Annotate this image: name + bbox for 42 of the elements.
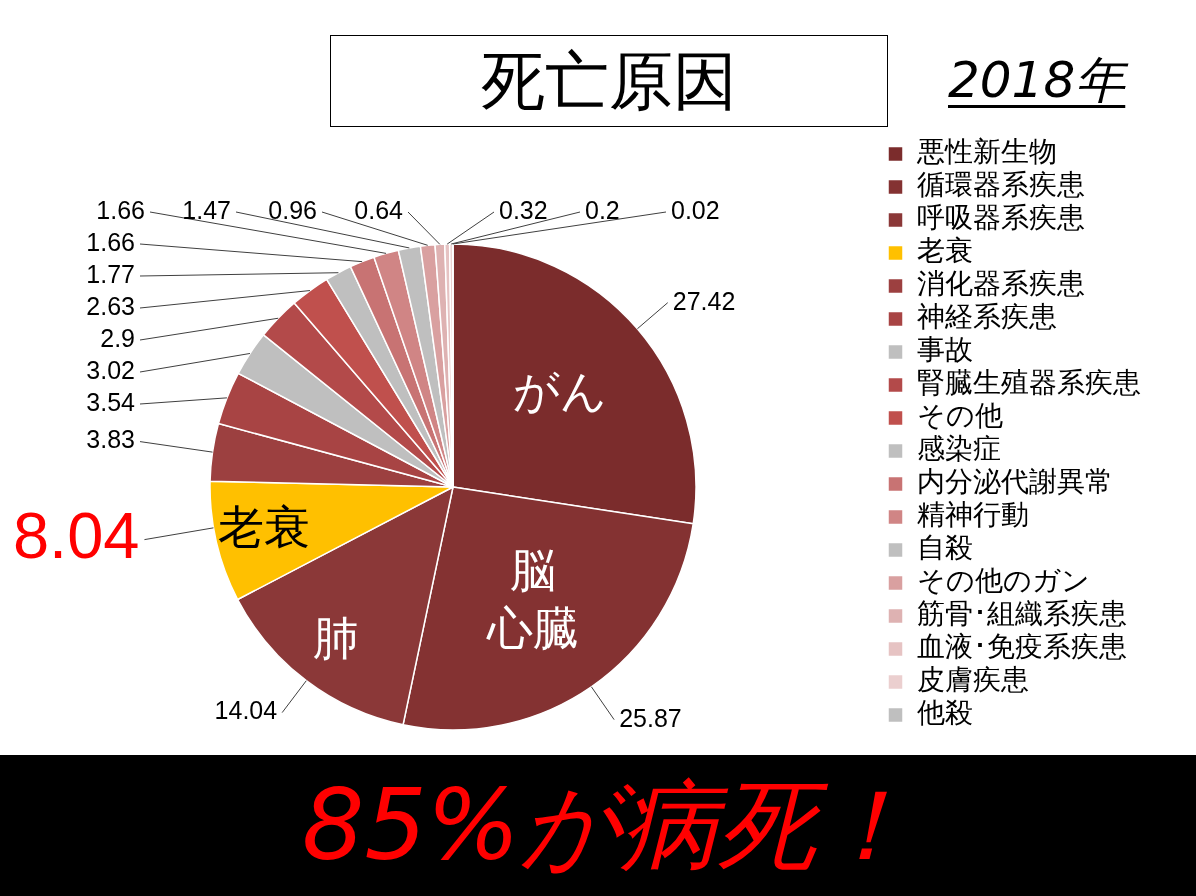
data-label: 0.02	[671, 195, 720, 224]
data-label: 14.04	[214, 696, 278, 725]
legend-label: 血液･免疫系疾患	[917, 630, 1127, 664]
data-label: 27.42	[672, 286, 736, 315]
legend-label: その他	[917, 399, 1003, 433]
legend-label: 神経系疾患	[917, 300, 1057, 334]
legend-label: 悪性新生物	[916, 135, 1057, 169]
data-label: 3.83	[86, 425, 135, 454]
text: がん	[512, 364, 607, 419]
legend-label: 内分泌代謝異常	[917, 465, 1113, 499]
legend-label: 消化器系疾患	[917, 267, 1085, 301]
data-label: 0.32	[499, 195, 548, 224]
data-label: 3.54	[86, 387, 136, 416]
legend-label: 筋骨･組織系疾患	[917, 597, 1127, 631]
data-label: 0.64	[354, 195, 404, 224]
data-label: 0.96	[268, 195, 317, 224]
text: 脳心臓	[487, 542, 580, 655]
data-label: 1.77	[86, 259, 135, 288]
legend-label: 事故	[917, 333, 973, 367]
legend-label: 皮膚疾患	[917, 663, 1029, 697]
data-label: 25.87	[619, 703, 682, 732]
legend-label: 老衰	[917, 234, 973, 268]
text: 肺	[312, 610, 359, 665]
legend-label: 呼吸器系疾患	[917, 201, 1085, 235]
data-label: 2.63	[86, 291, 135, 320]
legend-label: 自殺	[917, 531, 973, 565]
slice-label: 老衰	[217, 500, 310, 555]
data-label: 2.9	[100, 323, 135, 352]
data-label: 1.66	[86, 227, 135, 256]
data-label: 3.02	[86, 355, 135, 384]
legend-label: 精神行動	[917, 498, 1029, 532]
chart-title: 死亡原因	[481, 44, 737, 118]
legend-label: 腎臓生殖器系疾患	[917, 366, 1141, 400]
text: 8.04	[12, 498, 140, 572]
legend-label: 他殺	[917, 696, 973, 730]
legend-label: 感染症	[917, 432, 1001, 466]
legend-label: その他のガン	[917, 564, 1090, 598]
text: 85%が病死！	[302, 767, 914, 882]
legend-label: 循環器系疾患	[917, 168, 1085, 202]
data-label: 1.66	[96, 195, 145, 224]
data-label: 1.47	[182, 195, 231, 224]
data-label: 0.2	[585, 195, 620, 224]
